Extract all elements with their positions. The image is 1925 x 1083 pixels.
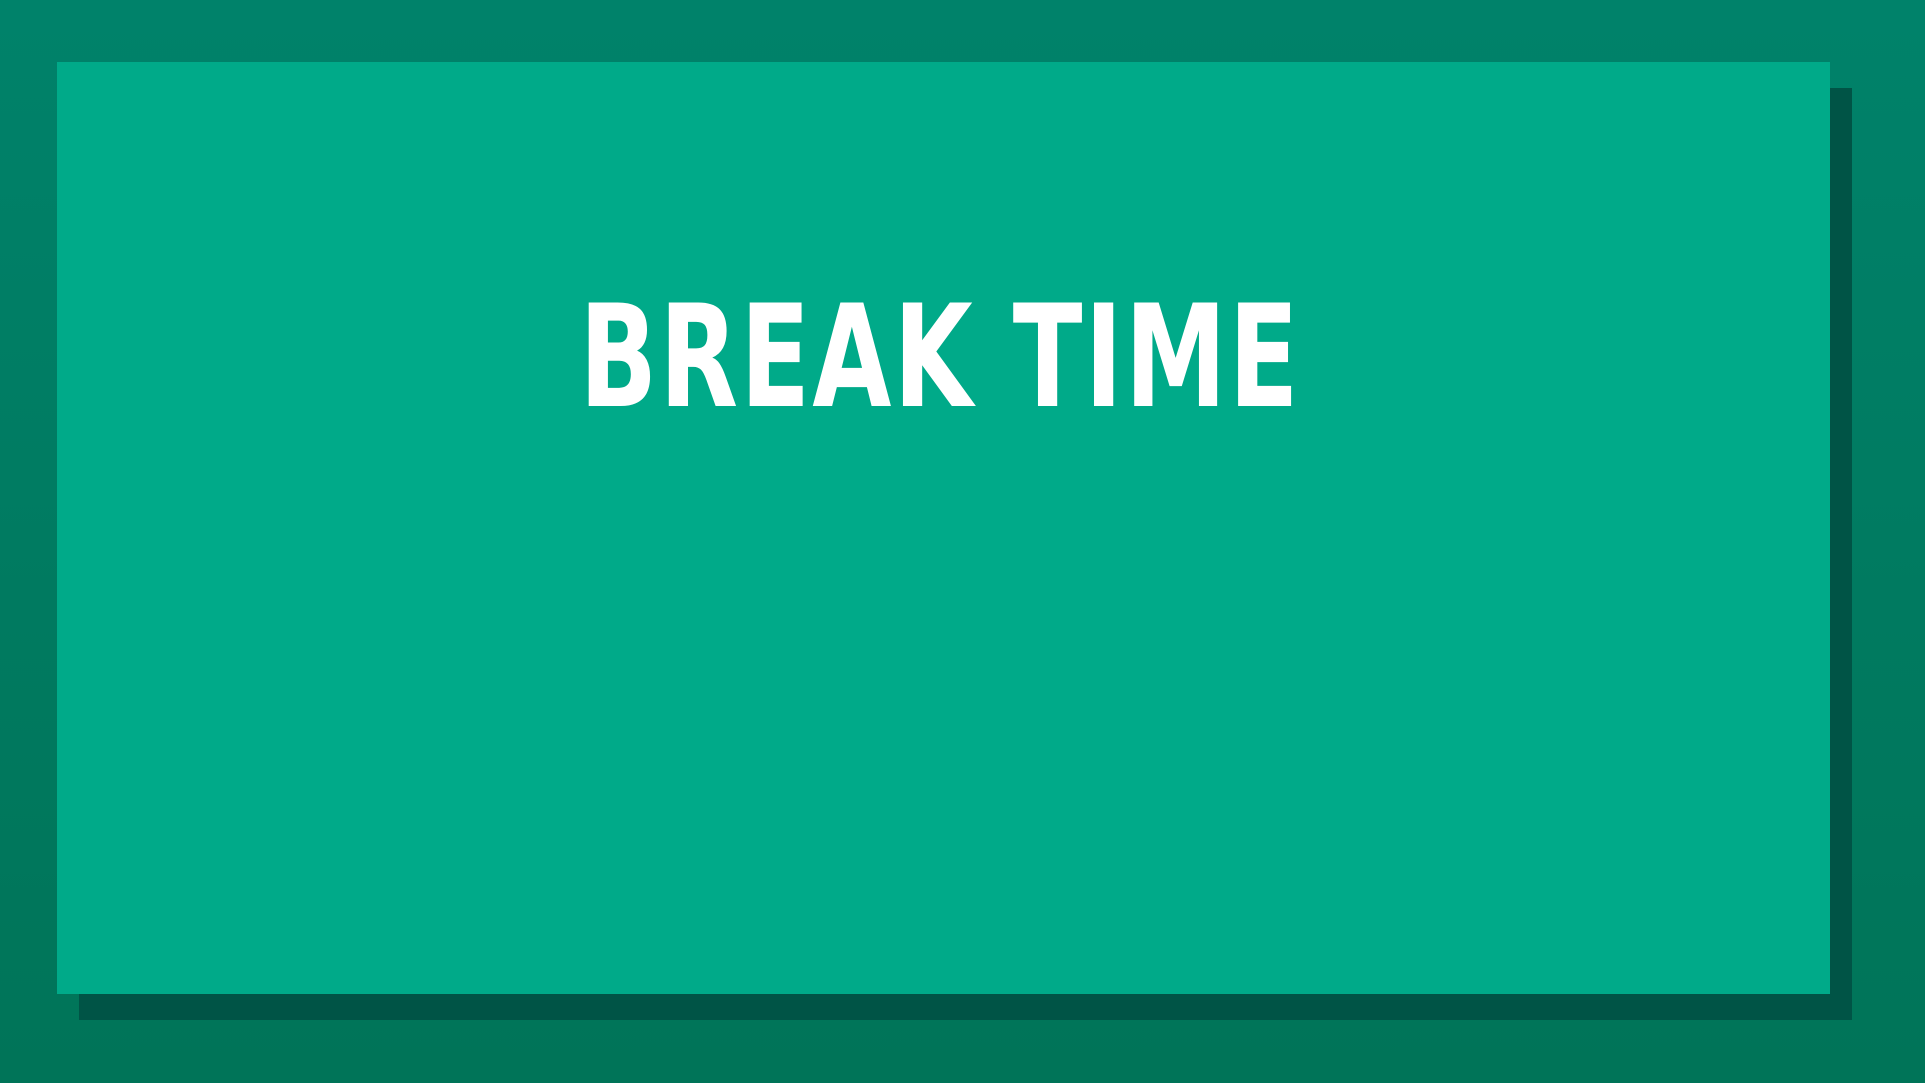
slide-panel: BREAK TIME (57, 62, 1830, 994)
slide-title: BREAK TIME (579, 275, 1301, 440)
